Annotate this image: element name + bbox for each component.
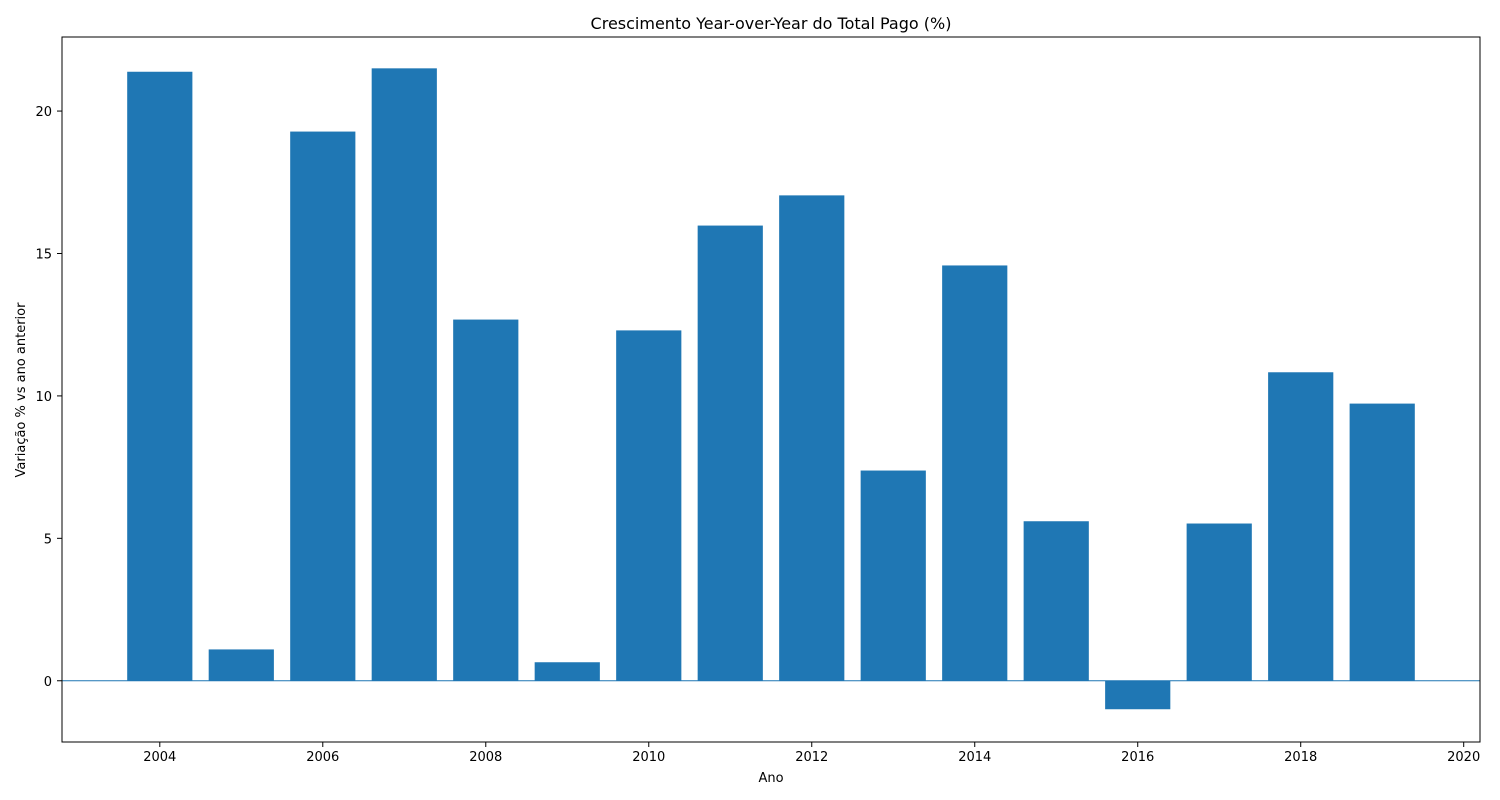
bar-2013 — [860, 470, 926, 681]
x-tick-label: 2006 — [306, 750, 339, 765]
bar-2017 — [1186, 523, 1252, 681]
bars-group — [127, 68, 1415, 710]
bar-2004 — [127, 71, 193, 681]
bar-2016 — [1105, 680, 1171, 710]
y-tick-label: 15 — [35, 247, 52, 262]
bar-2018 — [1268, 372, 1334, 681]
y-tick-label: 0 — [44, 675, 52, 690]
bar-2006 — [290, 131, 356, 681]
bar-2012 — [779, 195, 845, 681]
y-tick-label: 5 — [44, 532, 52, 547]
chart-title: Crescimento Year-over-Year do Total Pago… — [591, 14, 952, 33]
bar-2011 — [697, 225, 763, 681]
x-tick-label: 2020 — [1447, 750, 1480, 765]
bar-2005 — [208, 649, 274, 681]
x-tick-label: 2004 — [143, 750, 176, 765]
y-tick-label: 20 — [35, 105, 52, 120]
x-tick-label: 2010 — [632, 750, 665, 765]
x-axis-ticks: 2004 2006 2008 2010 2012 2014 2016 2018 2020 — [143, 742, 1480, 765]
y-axis-ticks: 0 5 10 15 20 — [35, 105, 62, 690]
x-axis-label: Ano — [758, 771, 783, 786]
x-tick-label: 2018 — [1284, 750, 1317, 765]
bar-2010 — [616, 330, 682, 681]
x-tick-label: 2008 — [469, 750, 502, 765]
x-tick-label: 2012 — [795, 750, 828, 765]
x-tick-label: 2016 — [1121, 750, 1154, 765]
bar-2019 — [1349, 403, 1415, 681]
bar-2014 — [942, 265, 1008, 681]
bar-2009 — [534, 662, 600, 681]
bar-2015 — [1023, 521, 1089, 681]
bar-2008 — [453, 319, 519, 681]
bar-2007 — [371, 68, 437, 681]
plot-frame — [61, 36, 1481, 743]
x-tick-label: 2014 — [958, 750, 991, 765]
y-tick-label: 10 — [35, 390, 52, 405]
y-axis-label: Variação % vs ano anterior — [14, 302, 29, 478]
